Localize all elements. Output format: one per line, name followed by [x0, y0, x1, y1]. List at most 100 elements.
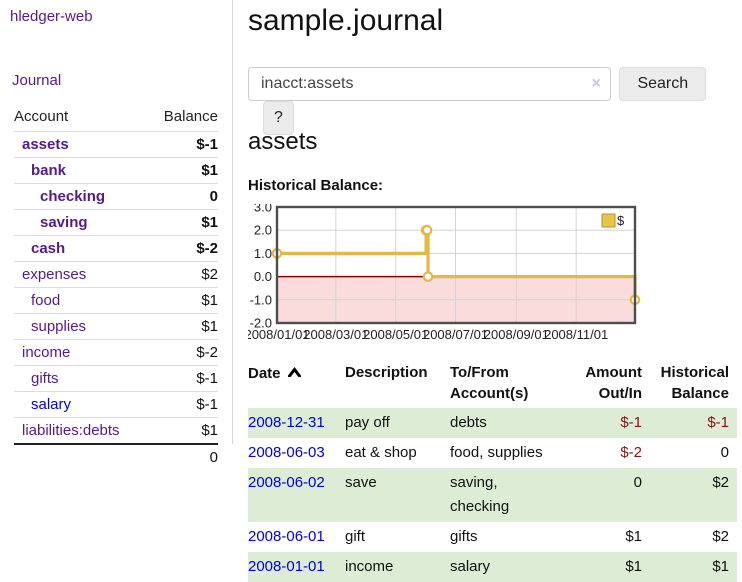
sort-ascending-icon: [287, 362, 301, 383]
account-balance: $-1: [196, 370, 218, 387]
transaction-description: save: [345, 474, 377, 491]
main-content: sample.journal × Search ? assets Histori…: [244, 0, 737, 582]
transaction-balance: $2: [712, 474, 729, 491]
account-balance: $-1: [196, 136, 218, 153]
transaction-date-link[interactable]: 2008-06-02: [248, 474, 325, 491]
svg-text:2008/07/01: 2008/07/01: [423, 327, 488, 342]
accounts-table: Account Balance assets $-1 bank $1 checking 0…: [14, 106, 218, 470]
transaction-balance: 0: [720, 444, 729, 461]
svg-text:-2.0: -2.0: [250, 316, 272, 331]
account-balance: $1: [201, 292, 218, 309]
svg-text:$: $: [617, 213, 625, 228]
account-balance: $1: [201, 318, 218, 335]
register-row: 2008-06-01 gift gifts $1 $2: [248, 522, 737, 552]
transaction-amount: 0: [633, 474, 642, 491]
register-row: 2008-12-31 pay off debts $-1 $-1: [248, 408, 737, 438]
transaction-amount: $-2: [620, 444, 642, 461]
account-balance: $-2: [196, 240, 218, 257]
svg-text:0.0: 0.0: [254, 269, 272, 284]
transaction-balance: $1: [712, 558, 729, 575]
svg-text:2008/03/01: 2008/03/01: [303, 327, 368, 342]
transaction-date-link[interactable]: 2008-12-31: [248, 414, 325, 431]
register-row: 2008-06-03 eat & shop food, supplies $-2 0: [248, 438, 737, 468]
transaction-accounts: saving, checking: [450, 474, 510, 515]
svg-text:2.0: 2.0: [254, 223, 272, 238]
accounts-header-balance: Balance: [163, 108, 218, 125]
transaction-accounts: salary: [450, 558, 491, 575]
sidebar-item-journal[interactable]: Journal: [12, 72, 62, 89]
accounts-total-value: 0: [209, 449, 218, 466]
transaction-accounts: food, supplies: [450, 444, 543, 461]
transaction-description: gift: [345, 528, 366, 545]
account-link-checking[interactable]: checking: [40, 188, 106, 205]
search-button[interactable]: Search: [619, 67, 707, 101]
account-link-liabilities-debts[interactable]: liabilities:debts: [22, 422, 120, 439]
transaction-amount: $-1: [620, 414, 642, 431]
register-header-description: Description: [345, 364, 428, 381]
transaction-date-link[interactable]: 2008-06-03: [248, 444, 325, 461]
transaction-accounts: gifts: [450, 528, 478, 545]
account-row: supplies $1: [14, 313, 218, 340]
chart-label: Historical Balance:: [248, 177, 384, 194]
help-button[interactable]: ?: [263, 101, 294, 135]
account-row: expenses $2: [14, 261, 218, 288]
svg-text:2008/11/01: 2008/11/01: [544, 327, 608, 342]
register-header-row: Date Description To/From Account(s) Amou…: [248, 362, 737, 408]
accounts-header-account: Account: [14, 108, 69, 125]
account-link-food[interactable]: food: [31, 292, 61, 309]
account-balance: $-1: [196, 396, 218, 413]
register-header-amount: Amount Out/In: [585, 364, 642, 402]
svg-text:2008/09/01: 2008/09/01: [484, 327, 549, 342]
transaction-description: eat & shop: [345, 444, 417, 461]
account-row: saving $1: [14, 209, 218, 236]
search-form: × Search ?: [248, 67, 737, 135]
account-balance: $1: [201, 214, 218, 231]
transaction-accounts: debts: [450, 414, 487, 431]
transaction-balance: $-1: [707, 414, 729, 431]
register-row: 2008-06-02 save saving, checking 0 $2: [248, 468, 737, 522]
account-balance: 0: [209, 188, 218, 205]
account-balance: $-2: [196, 344, 218, 361]
account-row: food $1: [14, 287, 218, 314]
transaction-amount: $1: [625, 558, 642, 575]
app-brand-link[interactable]: hledger-web: [10, 8, 93, 25]
account-link-supplies[interactable]: supplies: [31, 318, 87, 335]
clear-search-icon[interactable]: ×: [591, 75, 601, 92]
transaction-description: pay off: [345, 414, 390, 431]
register-row: 2008-01-01 income salary $1 $1: [248, 552, 737, 582]
transaction-description: income: [345, 558, 394, 575]
register-header-accounts: To/From Account(s): [450, 364, 529, 402]
account-row: gifts $-1: [14, 365, 218, 392]
account-link-income[interactable]: income: [22, 344, 71, 361]
search-input[interactable]: [248, 67, 611, 101]
account-link-gifts[interactable]: gifts: [31, 370, 59, 387]
account-link-cash[interactable]: cash: [31, 240, 66, 257]
account-balance: $1: [201, 162, 218, 179]
account-row: salary $-1: [14, 391, 218, 418]
sidebar: hledger-web Journal Account Balance asse…: [0, 0, 233, 466]
page-title: sample.journal: [248, 4, 444, 37]
account-link-expenses[interactable]: expenses: [22, 266, 87, 283]
account-row: income $-2: [14, 339, 218, 366]
account-balance: $2: [201, 266, 218, 283]
account-row: bank $1: [14, 157, 218, 184]
account-row: cash $-2: [14, 235, 218, 262]
historical-balance-chart: $3.0 2.0 1.0 0.0 -1.0 -2.0 2008/01/01 2008/03/0…: [244, 200, 737, 346]
register-header-date[interactable]: Date: [248, 362, 345, 408]
transaction-date-link[interactable]: 2008-01-01: [248, 558, 325, 575]
account-link-bank[interactable]: bank: [31, 162, 67, 179]
svg-text:2008/05/01: 2008/05/01: [363, 327, 428, 342]
account-link-saving[interactable]: saving: [40, 214, 88, 231]
account-link-assets[interactable]: assets: [22, 136, 69, 153]
transaction-amount: $1: [625, 528, 642, 545]
register-header-balance: Historical Balance: [660, 364, 729, 402]
svg-text:1.0: 1.0: [254, 246, 272, 261]
account-link-salary[interactable]: salary: [31, 396, 72, 413]
account-title: assets: [248, 128, 318, 155]
account-row: checking 0: [14, 183, 218, 210]
account-row: liabilities:debts $1: [14, 417, 218, 445]
transaction-balance: $2: [712, 528, 729, 545]
account-balance: $1: [201, 422, 218, 439]
svg-text:-1.0: -1.0: [250, 292, 272, 307]
transaction-date-link[interactable]: 2008-06-01: [248, 528, 325, 545]
